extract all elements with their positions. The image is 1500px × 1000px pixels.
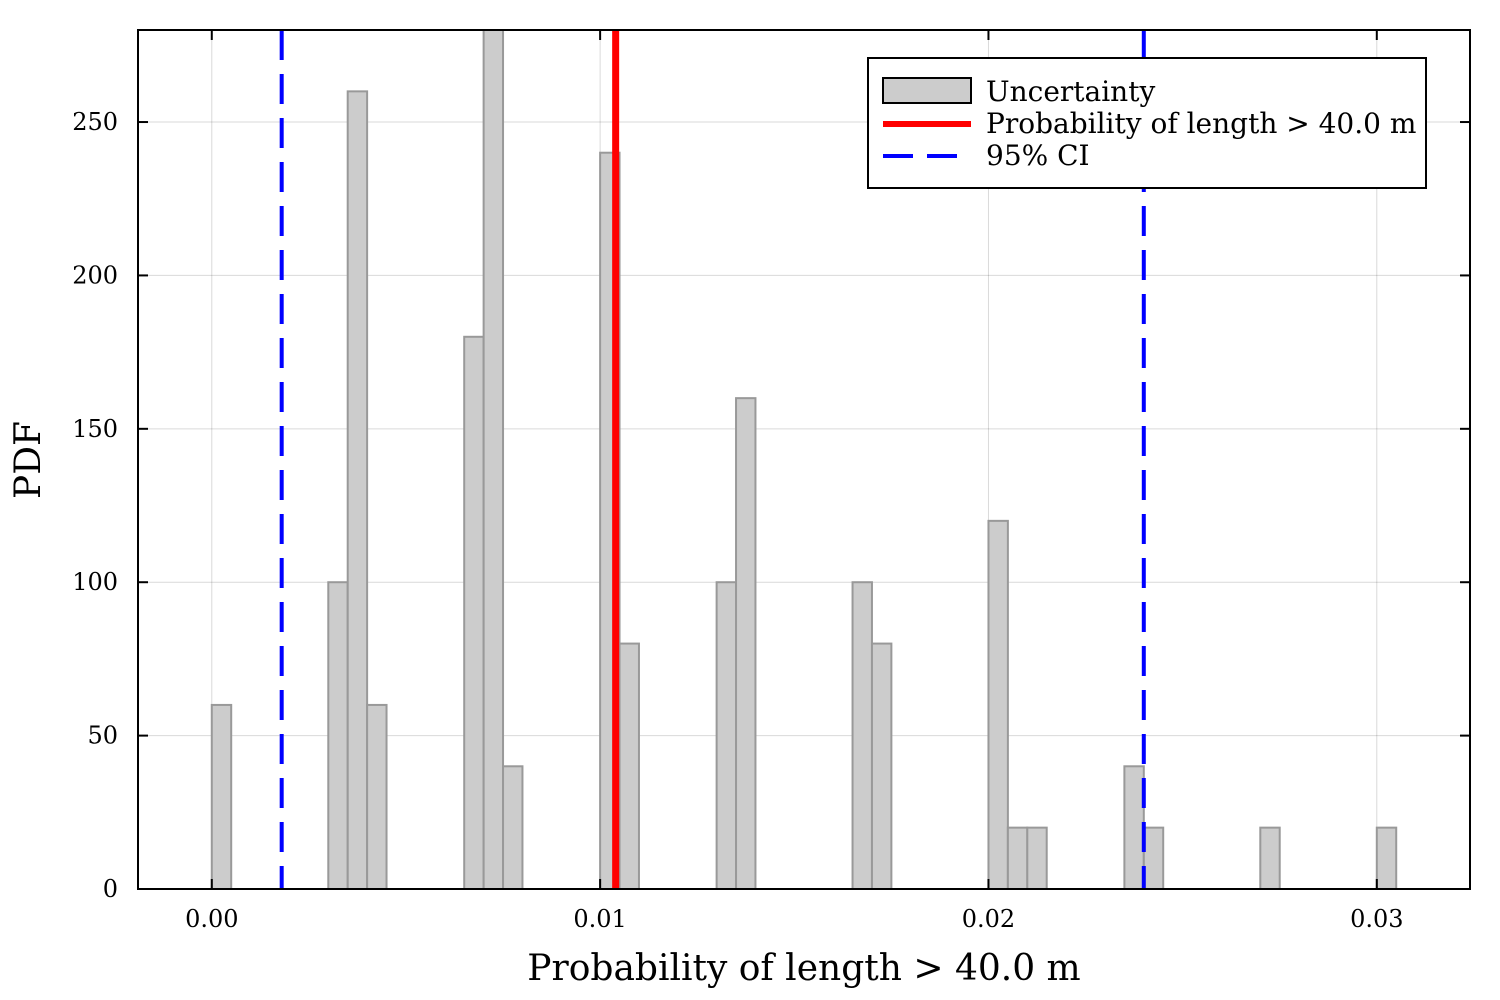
histogram-bar-5 — [482, 29, 505, 890]
histogram-bar-8 — [618, 642, 640, 890]
y-tick-label: 200 — [72, 261, 118, 289]
x-axis-label: Probability of length > 40.0 m — [527, 948, 1080, 989]
legend-swatch-uncertainty — [882, 77, 972, 104]
x-tick-label: 0.02 — [962, 905, 1015, 933]
x-tick-label: 0.00 — [185, 905, 238, 933]
histogram-bar-18 — [1259, 826, 1281, 891]
histogram-bar-13 — [987, 519, 1009, 890]
y-tick-label: 250 — [72, 108, 118, 136]
y-tick-label: 100 — [72, 568, 118, 596]
histogram-bar-6 — [502, 765, 524, 890]
histogram-bar-14 — [1006, 826, 1029, 891]
histogram-bar-10 — [735, 397, 757, 890]
legend: Uncertainty Probability of length > 40.0… — [867, 57, 1427, 189]
legend-label-uncertainty: Uncertainty — [986, 75, 1155, 108]
x-tick-label: 0.03 — [1350, 905, 1403, 933]
histogram-bar-2 — [346, 90, 369, 891]
histogram-bar-15 — [1026, 826, 1048, 891]
histogram-bar-9 — [715, 581, 738, 890]
plot-frame — [137, 29, 1471, 890]
histogram-bar-12 — [870, 642, 893, 890]
legend-label-ci: 95% CI — [986, 139, 1090, 172]
y-tick-label: 50 — [87, 722, 118, 750]
histogram-bar-16 — [1123, 765, 1145, 890]
histogram-bar-19 — [1375, 826, 1398, 891]
y-axis-label: PDF — [8, 421, 49, 499]
legend-label-probability: Probability of length > 40.0 m — [986, 107, 1416, 140]
tick-labels: 0.00 0.01 0.02 0.03 0 50 100 150 200 250 — [72, 108, 1403, 933]
x-tick-label: 0.01 — [573, 905, 626, 933]
axis-ticks — [138, 30, 1470, 890]
histogram-bar-3 — [366, 703, 388, 891]
histogram-bars — [210, 29, 1398, 891]
histogram-bar-1 — [327, 581, 349, 890]
y-tick-label: 150 — [72, 415, 118, 443]
histogram-bar-11 — [851, 581, 873, 890]
histogram-bar-0 — [210, 703, 233, 891]
histogram-bar-4 — [463, 335, 485, 890]
histogram-bar-17 — [1142, 826, 1165, 891]
y-tick-label: 0 — [103, 875, 118, 903]
